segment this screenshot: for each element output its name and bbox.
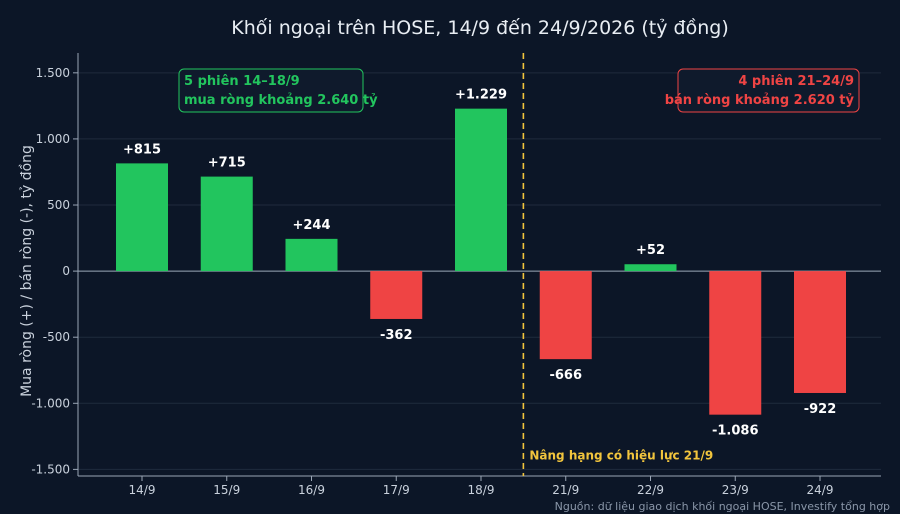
- bar-16-9: [285, 238, 338, 272]
- data-labels: +815 +715 +244 -362 +1.229 -666 +52 -1.086 -922: [123, 88, 836, 439]
- data-label: +1.229: [455, 88, 507, 103]
- bar-18-9: [455, 108, 507, 272]
- x-tick-label: 24/9: [807, 483, 834, 497]
- x-tick-label: 17/9: [383, 483, 410, 497]
- x-tick-label: 14/9: [129, 483, 156, 497]
- annotation-text: bán ròng khoảng 2.620 tỷ: [665, 93, 855, 108]
- data-label: +715: [208, 156, 246, 171]
- y-tick-label: 1.500: [36, 66, 70, 80]
- y-tick-label: 0: [62, 264, 70, 278]
- y-tick-label: 1.000: [36, 132, 70, 146]
- source-note: Nguồn: dữ liệu giao dịch khối ngoại HOSE…: [555, 500, 890, 513]
- data-label: -1.086: [712, 424, 759, 439]
- bar-22-9: [624, 264, 677, 272]
- x-axis-ticks: 14/9 15/9 16/9 17/9 18/9 21/9 22/9 23/9 24/9: [78, 475, 881, 497]
- annotation-box-top-right: 4 phiên 21–24/9 bán ròng khoảng 2.620 tỷ: [665, 68, 860, 113]
- y-axis-label: Mua ròng (+) / bán ròng (-), tỷ đồng: [18, 145, 35, 397]
- data-label: -362: [380, 328, 413, 343]
- x-tick-label: 15/9: [213, 483, 240, 497]
- data-label: +815: [123, 142, 161, 157]
- event-label: Nâng hạng có hiệu lực 21/9: [529, 448, 713, 462]
- annotation-frame: [677, 68, 860, 113]
- x-tick-label: 18/9: [468, 483, 495, 497]
- annotation-text: 5 phiên 14–18/9: [184, 74, 300, 89]
- x-tick-label: 21/9: [552, 483, 579, 497]
- bars: [116, 108, 846, 415]
- event-marker: Nâng hạng có hiệu lực 21/9: [522, 53, 713, 476]
- annotations: 5 phiên 14–18/9 mua ròng khoảng 2.640 tỷ 4…: [178, 68, 860, 113]
- bar-24-9: [794, 271, 846, 393]
- annotation-frame: [178, 68, 364, 113]
- bar-23-9: [709, 271, 762, 415]
- annotation-text: mua ròng khoảng 2.640 tỷ: [184, 93, 378, 108]
- y-tick-label: -500: [43, 330, 70, 344]
- bar-14-9: [116, 163, 168, 272]
- y-tick-label: 500: [47, 198, 70, 212]
- x-tick-label: 16/9: [298, 483, 325, 497]
- bar-21-9: [539, 271, 592, 360]
- chart-title: Khối ngoại trên HOSE, 14/9 đến 24/9/2026…: [231, 17, 728, 39]
- y-tick-label: -1.500: [31, 462, 70, 476]
- y-tick-label: -1.000: [31, 396, 70, 410]
- annotation-box-top-left: 5 phiên 14–18/9 mua ròng khoảng 2.640 tỷ: [178, 68, 378, 113]
- bar-15-9: [200, 176, 253, 272]
- x-tick-label: 22/9: [637, 483, 664, 497]
- data-label: +244: [292, 218, 330, 233]
- x-tick-label: 23/9: [722, 483, 749, 497]
- bar-17-9: [370, 271, 423, 319]
- data-label: -666: [549, 368, 582, 383]
- data-label: -922: [804, 402, 837, 417]
- y-axis-ticks: 1.500 1.000 500 0 -500 -1.000 -1.500: [31, 53, 79, 476]
- annotation-text: 4 phiên 21–24/9: [738, 74, 854, 89]
- data-label: +52: [636, 243, 665, 258]
